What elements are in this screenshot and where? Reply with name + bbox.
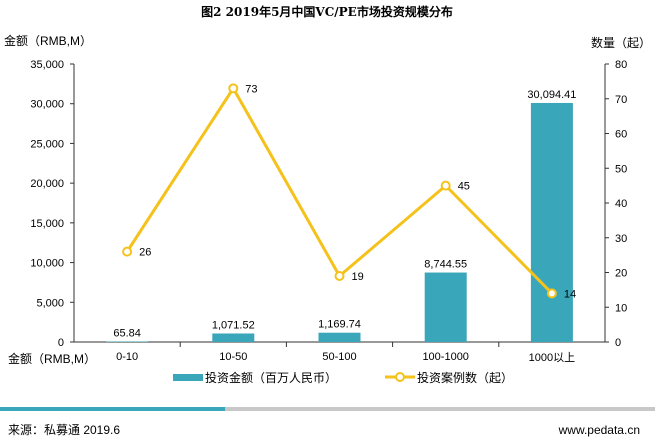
left-tick-label: 25,000 [30, 138, 64, 150]
x-axis-label: 金额（RMB,M） [8, 351, 96, 366]
line-label: 19 [352, 271, 364, 283]
line-point [546, 288, 557, 299]
right-tick-label: 0 [615, 337, 621, 349]
right-tick-label: 60 [615, 129, 627, 141]
right-tick-label: 50 [615, 163, 627, 175]
bar-label: 8,744.55 [424, 259, 467, 271]
bar [424, 272, 467, 342]
right-tick-label: 10 [615, 302, 627, 314]
x-tick-label: 1000以上 [529, 351, 575, 364]
line-point [334, 270, 345, 281]
left-tick-label: 0 [58, 337, 64, 349]
left-tick-label: 15,000 [30, 218, 64, 230]
x-tick-label: 10-50 [219, 351, 247, 363]
bar [530, 102, 573, 342]
x-tick-label: 100-1000 [422, 351, 469, 363]
bar-label: 1,169.74 [318, 319, 361, 331]
right-tick-label: 40 [615, 198, 627, 210]
legend-bar-label: 投资金额（百万人民币） [205, 370, 337, 385]
chart-title: 图2 2019年5月中国VC/PE市场投资规模分布 [201, 4, 453, 19]
line-point [122, 246, 133, 257]
x-tick-label: 0-10 [116, 351, 138, 363]
x-tick-label: 50-100 [322, 351, 356, 363]
legend-bar-swatch [173, 374, 203, 381]
left-axis-label: 金额（RMB,M） [4, 33, 92, 48]
source-text: 来源：私募通 2019.6 [8, 423, 120, 437]
left-tick-label: 35,000 [30, 59, 64, 71]
right-axis-label: 数量（起） [591, 35, 651, 50]
line-series [125, 85, 553, 295]
line-label: 14 [564, 288, 576, 300]
line-point [228, 83, 239, 94]
line-label: 73 [245, 83, 257, 95]
footer-bar [225, 407, 655, 411]
left-tick-label: 10,000 [30, 258, 64, 270]
right-tick-label: 80 [615, 59, 627, 71]
bar-label: 30,094.41 [527, 89, 576, 101]
footer-bar-accent [0, 407, 225, 411]
line-label: 26 [139, 247, 151, 259]
bar-label: 1,071.52 [212, 319, 255, 331]
bar-label: 65.84 [113, 327, 141, 339]
right-tick-label: 20 [615, 268, 627, 280]
left-tick-label: 20,000 [30, 178, 64, 190]
bar [318, 332, 361, 342]
line-point [440, 180, 451, 191]
bar [212, 333, 255, 342]
legend-line-marker [395, 372, 405, 382]
right-tick-label: 30 [615, 233, 627, 245]
website-text: www.pedata.cn [558, 423, 640, 437]
right-tick-label: 70 [615, 94, 627, 106]
line-label: 45 [458, 181, 470, 193]
left-tick-label: 30,000 [30, 99, 64, 111]
left-tick-label: 5,000 [36, 297, 64, 309]
legend-line-label: 投资案例数（起） [417, 370, 513, 385]
bar [106, 341, 149, 342]
